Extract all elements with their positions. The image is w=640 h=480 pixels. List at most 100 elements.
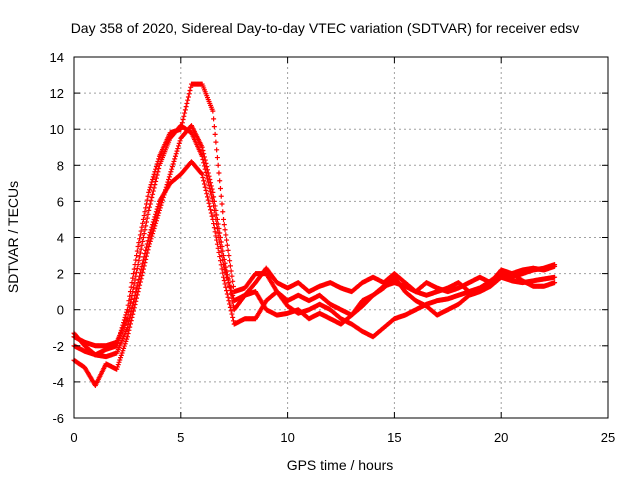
data-point [208,210,214,216]
data-point [145,211,151,217]
y-tick-label: 4 [57,231,64,246]
x-tick-label: 10 [280,430,294,445]
data-point [125,322,131,328]
data-point [211,225,217,231]
data-point [177,138,183,144]
data-point [131,305,137,311]
data-point [127,324,133,330]
data-point [209,186,215,192]
data-point [136,258,142,264]
data-point [144,250,150,256]
data-point [114,366,120,372]
data-point [146,189,152,195]
data-point [140,216,146,222]
data-point [136,240,142,246]
data-point [134,248,140,254]
data-point [155,158,161,164]
data-point [215,245,221,251]
data-point [140,266,146,272]
data-point [153,166,159,172]
data-point [176,140,182,146]
data-point [134,265,140,271]
data-point [188,84,194,90]
data-point [169,164,175,170]
data-point [137,282,143,288]
data-point [155,213,161,219]
data-point [121,317,127,323]
data-point [182,110,188,116]
data-point [214,212,220,218]
data-point [121,343,127,349]
data-point [152,169,158,175]
data-point [153,175,159,181]
data-point [172,153,178,159]
data-point [140,260,146,266]
data-point [201,154,207,160]
data-point [217,235,223,240]
data-point [150,231,156,237]
data-point [131,271,137,277]
data-point [129,305,135,311]
data-point [150,176,156,182]
data-point [230,314,236,320]
data-point [157,205,163,211]
data-point [213,233,219,239]
data-point [227,304,233,310]
data-point [173,151,179,157]
data-point [116,335,122,341]
data-point [151,185,157,191]
data-point [168,169,174,175]
data-point [149,195,155,201]
data-point [217,186,223,192]
data-point [158,202,164,208]
y-tick-label: 12 [50,86,64,101]
data-point [147,238,153,244]
data-point [205,179,211,185]
data-point [124,334,130,340]
data-point [147,241,153,247]
y-tick-label: 10 [50,122,64,137]
data-point [220,209,226,215]
data-point [161,192,167,198]
data-point [141,254,147,260]
data-point [154,161,160,167]
data-point [198,170,204,176]
data-point [144,215,150,221]
data-point [120,322,126,328]
data-point [139,264,145,270]
data-point [127,293,133,299]
data-point [115,338,121,344]
data-point [182,107,188,113]
data-point [126,327,132,333]
data-point [219,201,225,207]
data-points [71,81,558,389]
data-point [186,91,192,97]
data-point [134,295,140,301]
data-point [145,247,151,253]
data-point [222,227,228,233]
data-point [132,302,138,308]
data-point [131,296,137,302]
data-point [219,266,225,272]
x-tick-label: 15 [387,430,401,445]
data-point [151,171,157,177]
data-point [221,274,227,280]
data-point [227,263,233,269]
data-point [165,179,171,185]
data-point [128,284,134,290]
data-point [216,225,222,231]
data-point [202,166,208,172]
data-point [185,97,191,103]
data-point [139,273,145,279]
x-tick-label: 25 [601,430,615,445]
data-point [137,254,143,260]
data-point [205,170,211,176]
data-point [176,143,182,149]
series-trace-3 [71,123,558,389]
data-point [208,180,214,186]
y-tick-label: 2 [57,267,64,282]
data-point [226,298,232,304]
data-point [211,221,217,227]
data-point [129,280,135,286]
